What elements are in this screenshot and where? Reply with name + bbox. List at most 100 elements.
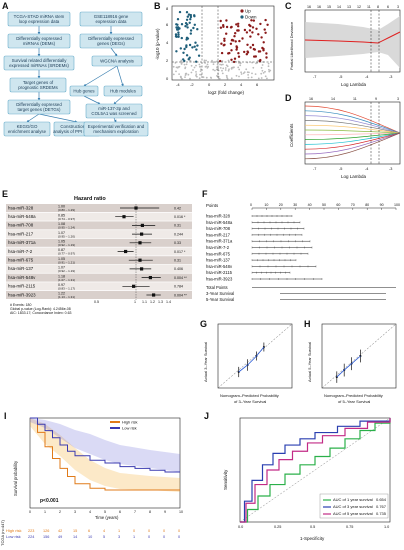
volcano-dot	[190, 71, 193, 74]
x-axis-label-g-1: Nomogram–Predicted Probability	[220, 393, 279, 398]
forest-axis-tick: 0.5	[94, 300, 99, 304]
flow-box-text: Differentially expressed	[16, 102, 62, 107]
km-curve	[30, 417, 180, 473]
volcano-dot	[178, 73, 180, 75]
volcano-dot	[195, 73, 198, 75]
legend-high-risk: High risk	[122, 420, 138, 425]
points-tick-label: 0	[250, 203, 252, 207]
volcano-dot-down	[183, 47, 186, 51]
volcano-dot-up	[263, 28, 266, 31]
volcano-dot	[214, 69, 216, 72]
volcano-dot	[239, 62, 242, 65]
forest-row-name: hsa-miR-548a	[8, 214, 36, 219]
coef-path	[304, 132, 401, 155]
volcano-dot	[180, 61, 183, 64]
volcano-dot-up	[235, 23, 238, 26]
volcano-dot-down	[189, 18, 192, 21]
volcano-dot	[219, 67, 222, 69]
forest-row-pvalue: 0.004 **	[174, 276, 187, 280]
volcano-dot-up	[249, 35, 252, 38]
volcano-dot-up	[248, 29, 252, 32]
km-x-tick: 10	[179, 510, 183, 514]
volcano-dot	[250, 76, 253, 79]
flow-box-text: Target genes of	[23, 80, 54, 85]
flow-box-text: TCGA-STAD miRNA stem	[14, 14, 65, 19]
volcano-dot	[268, 70, 271, 73]
flow-arrow	[83, 95, 101, 105]
forest-row-ci: (0.74 – 0.97)	[58, 217, 75, 221]
svg-text:0.75: 0.75	[346, 525, 353, 529]
panel-label-j: J	[204, 411, 209, 421]
flow-arrow	[110, 47, 118, 57]
flow-arrow	[83, 65, 118, 87]
forest-row-ci: (0.95 – 1.24)	[58, 226, 75, 230]
volcano-dot	[225, 74, 228, 77]
volcano-dot-up	[219, 19, 222, 23]
volcano-dot-up	[252, 19, 255, 22]
flow-box-text: expression data	[96, 19, 128, 24]
forest-row-hr: 1.08	[58, 222, 65, 226]
risk-table-value: 0	[178, 535, 180, 539]
flow-box-text: WGCNA analysis	[100, 59, 134, 64]
flow-arrow	[38, 113, 78, 123]
svg-text:8: 8	[166, 6, 169, 11]
volcano-dot-down	[185, 38, 188, 41]
flow-box-text: Hub genes	[73, 89, 95, 94]
volcano-dot-down	[178, 10, 182, 14]
svg-text:1.0: 1.0	[384, 525, 389, 529]
flow-box-text: Hub modules	[110, 89, 137, 94]
volcano-dot-up	[243, 50, 246, 54]
flow-box-text: Differentially expressed	[88, 36, 134, 41]
nomogram-variable-label: hsa-miR-217	[206, 232, 231, 237]
svg-text:-4: -4	[365, 167, 368, 171]
top-tick-d: 16	[309, 97, 313, 101]
nomogram-variable-label: hsa-miR-675	[206, 251, 231, 256]
flow-box	[7, 99, 71, 115]
volcano-dot	[251, 72, 253, 75]
top-tick-c: 14	[337, 5, 341, 9]
top-tick-c: 12	[357, 5, 361, 9]
top-tick-d: 14	[331, 97, 335, 101]
flow-box-text: analysis of PPI networks	[53, 129, 102, 134]
volcano-dot	[195, 74, 197, 77]
forest-footer-pvalue: Global p-value (Log-Rank): 4.2456e-08	[10, 307, 71, 311]
forest-row-ci: (0.91 – 1.21)	[58, 260, 75, 264]
volcano-dot-up	[253, 55, 256, 58]
coef-path	[304, 124, 401, 134]
panel-label-g: G	[200, 319, 207, 329]
volcano-dot-up	[265, 56, 268, 59]
km-x-tick: 7	[134, 510, 136, 514]
volcano-dot	[257, 77, 260, 80]
forest-row-bg	[6, 230, 192, 239]
volcano-dot-down	[195, 48, 198, 51]
forest-row-pvalue: 0.016 *	[174, 215, 186, 219]
forest-row-hr: 1.05	[58, 240, 65, 244]
roc-curve	[240, 418, 391, 523]
volcano-dot	[199, 73, 201, 76]
volcano-dot-up	[235, 48, 238, 51]
panel-label-f: F	[202, 189, 208, 199]
flow-box	[69, 85, 99, 97]
points-tick-label: 30	[293, 203, 297, 207]
volcano-dot	[190, 64, 193, 67]
volcano-dot	[221, 69, 223, 72]
risk-table-value: 0	[163, 529, 165, 533]
flow-box-text: prognostic SRDEMs	[18, 85, 58, 90]
flow-box	[9, 77, 67, 93]
volcano-dot	[224, 69, 227, 71]
svg-text:-7: -7	[313, 75, 316, 79]
flow-box-text: Differentially expressed	[16, 36, 62, 41]
flow-box-text: Construction and	[60, 124, 94, 129]
volcano-dot-down	[192, 26, 195, 30]
volcano-dot-up	[258, 50, 262, 53]
svg-text:0: 0	[208, 82, 211, 87]
risk-row-low-label: Low risk	[6, 534, 21, 539]
top-tick-d: 9	[375, 97, 377, 101]
kaplan-meier-panel: I High risk Low risk p<0.001 Survival pr…	[0, 411, 183, 546]
forest-row-ci: (0.80 – 1.29)	[58, 208, 75, 212]
volcano-dot-down	[193, 23, 196, 26]
y-axis-label-b: -log10 (p-value)	[155, 28, 160, 60]
risk-table-value: 156	[43, 535, 49, 539]
forest-row-pvalue: 0.784	[174, 285, 183, 289]
